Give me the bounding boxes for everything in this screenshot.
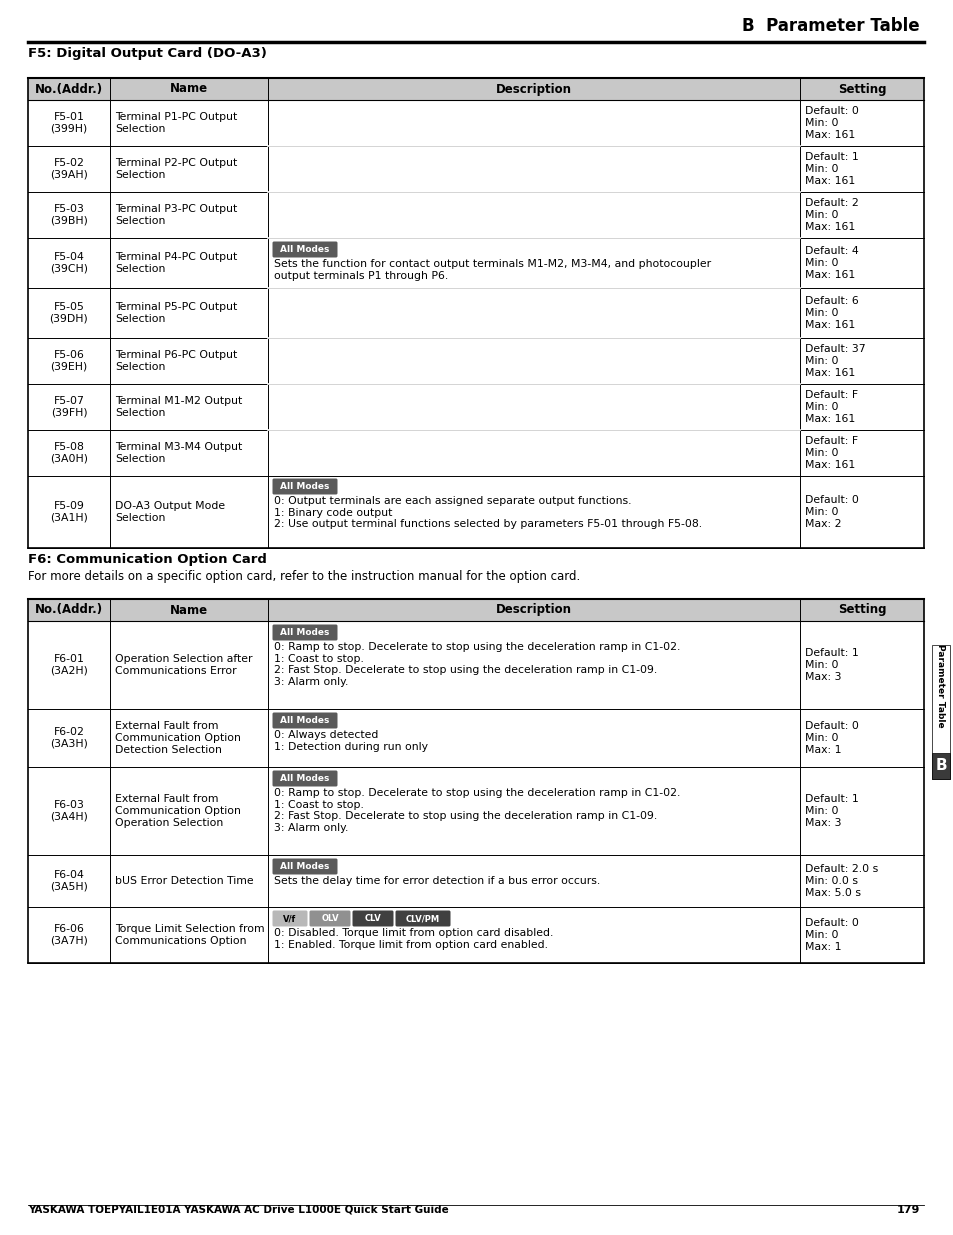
- Text: Default: 0
Min: 0
Max: 1: Default: 0 Min: 0 Max: 1: [804, 919, 858, 952]
- Text: Default: 2.0 s
Min: 0.0 s
Max: 5.0 s: Default: 2.0 s Min: 0.0 s Max: 5.0 s: [804, 864, 878, 898]
- Text: Name: Name: [170, 83, 208, 95]
- Text: For more details on a specific option card, refer to the instruction manual for : For more details on a specific option ca…: [28, 571, 579, 583]
- Text: All Modes: All Modes: [280, 245, 330, 254]
- Text: Terminal M3-M4 Output
Selection: Terminal M3-M4 Output Selection: [115, 442, 242, 464]
- FancyBboxPatch shape: [352, 910, 393, 926]
- Text: Default: 1
Min: 0
Max: 3: Default: 1 Min: 0 Max: 3: [804, 794, 858, 827]
- Text: Terminal P5-PC Output
Selection: Terminal P5-PC Output Selection: [115, 303, 237, 324]
- Text: V/f: V/f: [283, 914, 296, 923]
- Text: Terminal P2-PC Output
Selection: Terminal P2-PC Output Selection: [115, 158, 237, 180]
- Text: Terminal P6-PC Output
Selection: Terminal P6-PC Output Selection: [115, 351, 237, 372]
- Text: Default: F
Min: 0
Max: 161: Default: F Min: 0 Max: 161: [804, 390, 858, 424]
- Text: Default: 0
Min: 0
Max: 1: Default: 0 Min: 0 Max: 1: [804, 721, 858, 755]
- Text: 0: Output terminals are each assigned separate output functions.
1: Binary code : 0: Output terminals are each assigned se…: [274, 496, 701, 530]
- Text: CLV: CLV: [364, 914, 381, 923]
- Bar: [28, 599, 923, 621]
- Text: Default: F
Min: 0
Max: 161: Default: F Min: 0 Max: 161: [804, 436, 858, 469]
- Text: Terminal P3-PC Output
Selection: Terminal P3-PC Output Selection: [115, 204, 237, 226]
- Text: All Modes: All Modes: [280, 774, 330, 783]
- Text: All Modes: All Modes: [280, 629, 330, 637]
- Bar: [28, 78, 923, 100]
- FancyBboxPatch shape: [273, 478, 337, 494]
- Text: B  Parameter Table: B Parameter Table: [741, 17, 919, 35]
- Text: Default: 2
Min: 0
Max: 161: Default: 2 Min: 0 Max: 161: [804, 199, 858, 232]
- Text: Terminal P1-PC Output
Selection: Terminal P1-PC Output Selection: [115, 112, 237, 133]
- Text: YASKAWA TOEPYAIL1E01A YASKAWA AC Drive L1000E Quick Start Guide: YASKAWA TOEPYAIL1E01A YASKAWA AC Drive L…: [28, 1205, 448, 1215]
- Text: 0: Always detected
1: Detection during run only: 0: Always detected 1: Detection during r…: [274, 730, 428, 752]
- Text: Default: 4
Min: 0
Max: 161: Default: 4 Min: 0 Max: 161: [804, 247, 858, 279]
- Text: All Modes: All Modes: [280, 716, 330, 725]
- Text: Default: 0
Min: 0
Max: 2: Default: 0 Min: 0 Max: 2: [804, 495, 858, 529]
- Text: Description: Description: [496, 604, 572, 616]
- Text: Default: 37
Min: 0
Max: 161: Default: 37 Min: 0 Max: 161: [804, 345, 864, 378]
- Text: All Modes: All Modes: [280, 862, 330, 871]
- Text: All Modes: All Modes: [280, 482, 330, 492]
- FancyBboxPatch shape: [273, 242, 337, 258]
- FancyBboxPatch shape: [309, 910, 350, 926]
- Text: Setting: Setting: [837, 83, 885, 95]
- Text: Default: 0
Min: 0
Max: 161: Default: 0 Min: 0 Max: 161: [804, 106, 858, 140]
- Text: Sets the function for contact output terminals M1-M2, M3-M4, and photocoupler
ou: Sets the function for contact output ter…: [274, 259, 710, 280]
- Text: No.(Addr.): No.(Addr.): [35, 83, 103, 95]
- Text: F5-02
(39AH): F5-02 (39AH): [50, 158, 88, 180]
- Text: External Fault from
Communication Option
Detection Selection: External Fault from Communication Option…: [115, 721, 240, 755]
- Bar: [931, 645, 949, 779]
- Text: F6-01
(3A2H): F6-01 (3A2H): [50, 655, 88, 676]
- Text: Name: Name: [170, 604, 208, 616]
- FancyBboxPatch shape: [273, 771, 337, 787]
- Text: F5-05
(39DH): F5-05 (39DH): [50, 303, 89, 324]
- Text: F5-06
(39EH): F5-06 (39EH): [51, 351, 88, 372]
- Text: Default: 6
Min: 0
Max: 161: Default: 6 Min: 0 Max: 161: [804, 296, 858, 330]
- Text: Description: Description: [496, 83, 572, 95]
- FancyBboxPatch shape: [395, 910, 450, 926]
- Text: Setting: Setting: [837, 604, 885, 616]
- Text: 0: Ramp to stop. Decelerate to stop using the deceleration ramp in C1-02.
1: Coa: 0: Ramp to stop. Decelerate to stop usin…: [274, 788, 679, 832]
- Text: F6-04
(3A5H): F6-04 (3A5H): [50, 871, 88, 892]
- Text: F5: Digital Output Card (DO-A3): F5: Digital Output Card (DO-A3): [28, 47, 267, 61]
- Text: F5-03
(39BH): F5-03 (39BH): [50, 204, 88, 226]
- Text: Default: 1
Min: 0
Max: 3: Default: 1 Min: 0 Max: 3: [804, 648, 858, 682]
- Text: F6-06
(3A7H): F6-06 (3A7H): [50, 924, 88, 946]
- Text: F6: Communication Option Card: F6: Communication Option Card: [28, 553, 267, 566]
- Text: 0: Ramp to stop. Decelerate to stop using the deceleration ramp in C1-02.
1: Coa: 0: Ramp to stop. Decelerate to stop usin…: [274, 642, 679, 687]
- Text: F6-03
(3A4H): F6-03 (3A4H): [50, 800, 88, 821]
- Text: F5-09
(3A1H): F5-09 (3A1H): [50, 501, 88, 522]
- Text: 179: 179: [896, 1205, 919, 1215]
- Text: Default: 1
Min: 0
Max: 161: Default: 1 Min: 0 Max: 161: [804, 152, 858, 185]
- FancyBboxPatch shape: [273, 625, 337, 641]
- Text: F5-07
(39FH): F5-07 (39FH): [51, 396, 88, 417]
- Text: Torque Limit Selection from
Communications Option: Torque Limit Selection from Communicatio…: [115, 924, 264, 946]
- Text: F5-04
(39CH): F5-04 (39CH): [50, 252, 88, 274]
- FancyBboxPatch shape: [273, 713, 337, 729]
- Text: DO-A3 Output Mode
Selection: DO-A3 Output Mode Selection: [115, 501, 225, 522]
- Text: B: B: [934, 758, 945, 773]
- Text: Operation Selection after
Communications Error: Operation Selection after Communications…: [115, 655, 253, 676]
- Text: F6-02
(3A3H): F6-02 (3A3H): [50, 727, 88, 748]
- Bar: [931, 753, 949, 779]
- Text: F5-08
(3A0H): F5-08 (3A0H): [50, 442, 88, 464]
- Text: Terminal P4-PC Output
Selection: Terminal P4-PC Output Selection: [115, 252, 237, 274]
- Text: bUS Error Detection Time: bUS Error Detection Time: [115, 876, 253, 885]
- Text: 0: Disabled. Torque limit from option card disabled.
1: Enabled. Torque limit fr: 0: Disabled. Torque limit from option ca…: [274, 927, 553, 950]
- FancyBboxPatch shape: [273, 910, 307, 926]
- Text: F5-01
(399H): F5-01 (399H): [51, 112, 88, 133]
- Text: CLV/PM: CLV/PM: [406, 914, 439, 923]
- FancyBboxPatch shape: [273, 858, 337, 874]
- Text: No.(Addr.): No.(Addr.): [35, 604, 103, 616]
- Text: External Fault from
Communication Option
Operation Selection: External Fault from Communication Option…: [115, 794, 240, 827]
- Text: Sets the delay time for error detection if a bus error occurs.: Sets the delay time for error detection …: [274, 876, 599, 885]
- Text: Terminal M1-M2 Output
Selection: Terminal M1-M2 Output Selection: [115, 396, 242, 417]
- Text: OLV: OLV: [321, 914, 338, 923]
- Text: Parameter Table: Parameter Table: [936, 645, 944, 727]
